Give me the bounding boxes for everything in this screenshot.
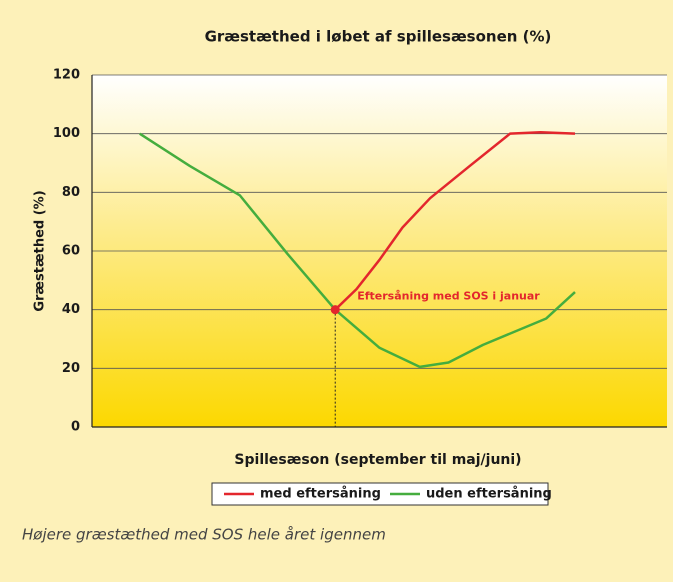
y-tick-label: 120 xyxy=(53,68,80,83)
legend xyxy=(211,482,549,506)
line-series xyxy=(139,132,576,369)
line-series xyxy=(334,130,576,311)
legend-label: med eftersåning xyxy=(260,487,381,502)
chart-title: Græstæthed i løbet af spillesæsonen (%) xyxy=(205,28,552,46)
y-tick-label: 60 xyxy=(62,244,80,259)
y-axis-label: Græstæthed (%) xyxy=(33,190,48,311)
y-tick-label: 100 xyxy=(53,126,80,141)
y-tick-label: 80 xyxy=(62,185,80,200)
y-tick-label: 20 xyxy=(62,361,80,376)
caption: Højere græstæthed med SOS hele året igen… xyxy=(22,526,386,544)
annotation-point xyxy=(330,305,340,315)
y-tick-label: 40 xyxy=(62,302,80,317)
annotation-text: Eftersåning med SOS i januar xyxy=(357,290,540,303)
legend-label: uden eftersåning xyxy=(426,487,552,502)
x-axis-label: Spillesæson (september til maj/juni) xyxy=(234,452,521,468)
y-tick-label: 0 xyxy=(71,420,80,435)
